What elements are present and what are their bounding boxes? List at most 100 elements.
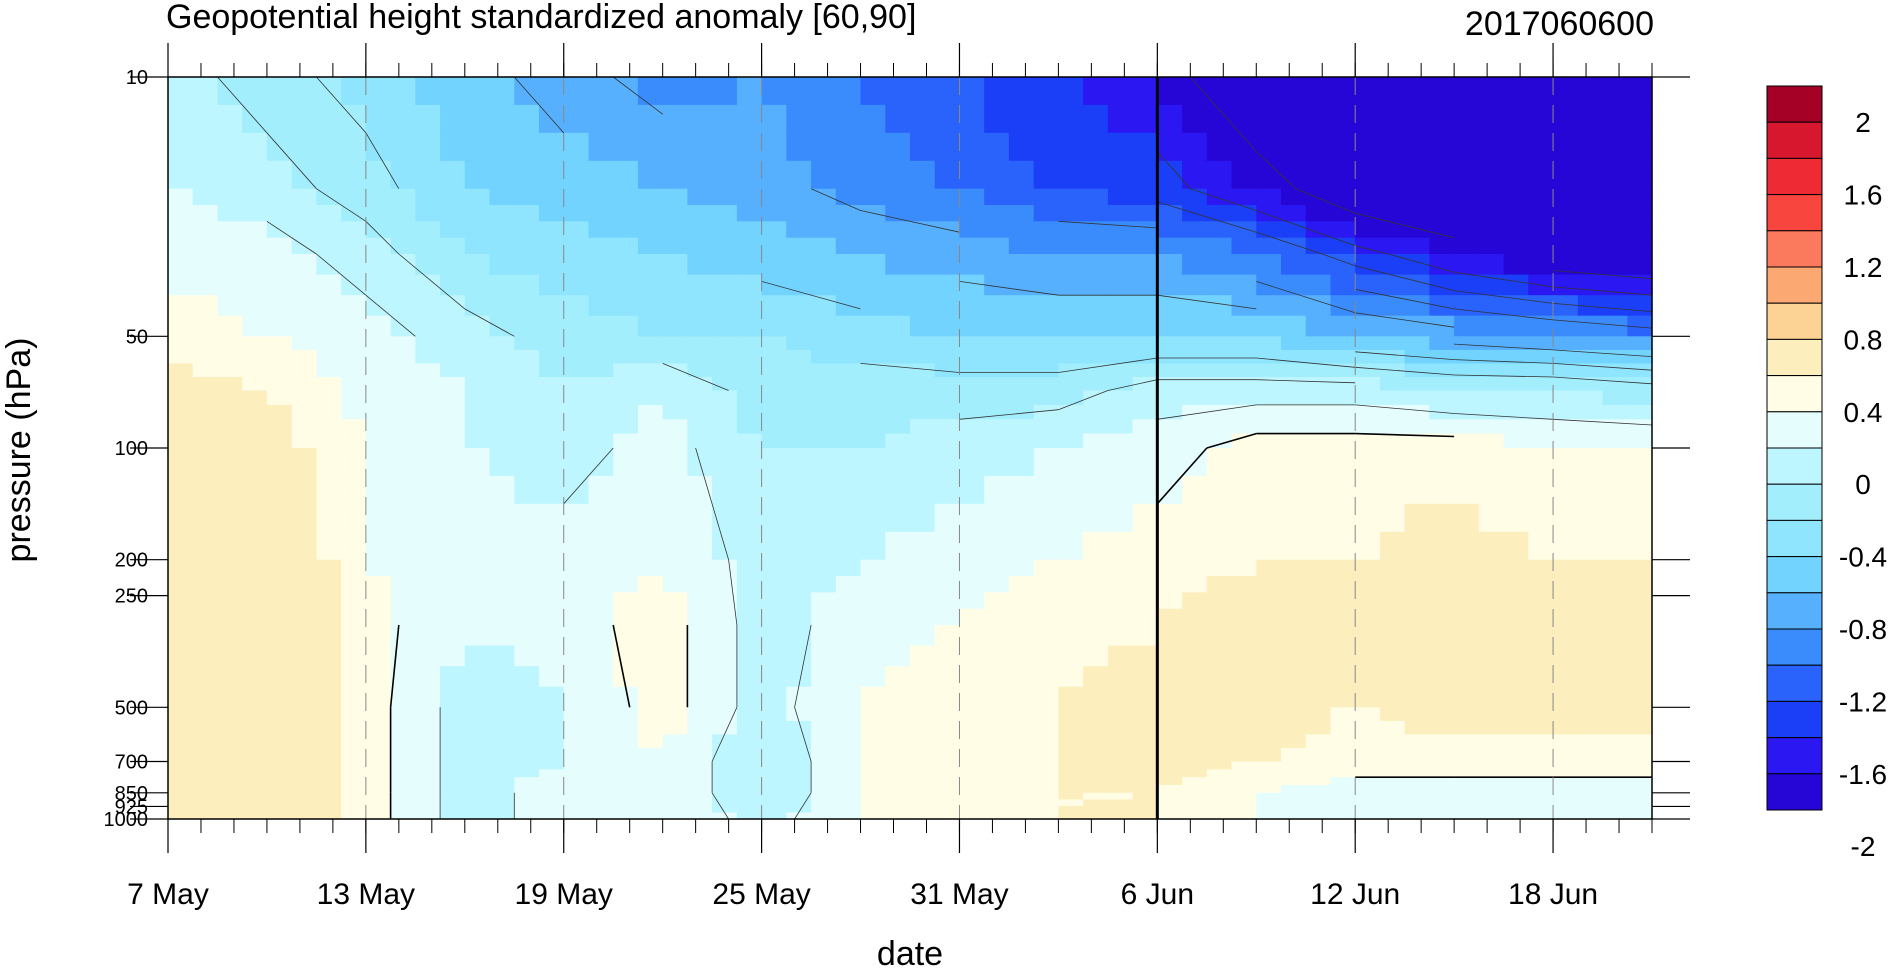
contour-cell <box>316 295 342 317</box>
y-tick-label: 250 <box>115 586 148 608</box>
contour-cell <box>266 777 293 786</box>
contour-cell <box>464 377 491 392</box>
contour-cell <box>464 221 491 239</box>
contour-cell <box>959 769 985 778</box>
contour-cell <box>786 769 812 778</box>
contour-cell <box>1305 531 1331 561</box>
contour-cell <box>984 792 1010 800</box>
contour-cell <box>1132 274 1158 296</box>
contour-cell <box>192 363 218 378</box>
contour-cell <box>934 531 960 561</box>
contour-cell <box>860 390 886 406</box>
contour-cell <box>1058 720 1084 736</box>
contour-cell <box>885 503 911 533</box>
contour-cell <box>637 363 664 378</box>
contour-cell <box>1206 205 1233 222</box>
contour-cell <box>1503 390 1529 406</box>
contour-cell <box>1231 448 1257 477</box>
contour-cell <box>489 274 515 296</box>
contour-cell <box>440 221 466 239</box>
contour-cell <box>1182 433 1208 449</box>
contour-cell <box>910 734 936 749</box>
contour-cell <box>1256 104 1282 134</box>
contour-cell <box>1132 686 1158 708</box>
contour-cell <box>1305 686 1331 708</box>
contour-cell <box>1083 419 1109 435</box>
contour-cell <box>637 625 664 647</box>
contour-cell <box>613 576 639 593</box>
contour-cell <box>1182 404 1208 420</box>
contour-cell <box>1231 390 1257 406</box>
contour-cell <box>1033 792 1059 800</box>
contour-cell <box>1231 645 1257 667</box>
contour-cell <box>341 792 367 800</box>
contour-cell <box>959 363 985 378</box>
contour-cell <box>910 531 936 561</box>
contour-cell <box>1182 295 1208 317</box>
contour-cell <box>1454 315 1480 337</box>
x-tick-label: 13 May <box>317 878 415 911</box>
contour-cell <box>687 645 713 667</box>
contour-cell <box>1305 805 1331 813</box>
contour-cell <box>514 645 540 667</box>
contour-cell <box>1429 274 1455 296</box>
contour-cell <box>1379 274 1406 296</box>
contour-cell <box>217 805 243 813</box>
contour-cell <box>1528 363 1554 378</box>
contour-cell <box>1330 625 1356 647</box>
contour-cell <box>563 799 589 807</box>
contour-line <box>1388 253 1455 273</box>
y-tick-label: 200 <box>115 550 148 572</box>
contour-cell <box>1577 160 1604 190</box>
contour-cell <box>712 608 738 626</box>
contour-cell <box>1206 748 1233 763</box>
contour-cell <box>563 625 589 647</box>
contour-cell <box>390 748 416 763</box>
contour-cell <box>1404 576 1430 593</box>
contour-cell <box>365 645 392 667</box>
contour-cell <box>1182 377 1208 392</box>
contour-cell <box>959 315 985 337</box>
contour-cell <box>1008 812 1035 820</box>
contour-cell <box>1281 777 1307 786</box>
contour-cell <box>539 559 565 577</box>
contour-cell <box>217 645 243 667</box>
contour-cell <box>1379 237 1406 255</box>
contour-cell <box>1107 205 1134 222</box>
contour-cell <box>1602 559 1628 577</box>
contour-cell <box>860 645 886 667</box>
contour-cell <box>984 363 1010 378</box>
contour-cell <box>934 666 960 688</box>
contour-cell <box>1503 686 1529 708</box>
contour-cell <box>341 576 367 593</box>
contour-cell <box>1182 531 1208 561</box>
contour-cell <box>1305 433 1331 449</box>
contour-cell <box>1033 748 1059 763</box>
contour-cell <box>613 336 639 351</box>
contour-cell <box>1429 336 1455 351</box>
contour-cell <box>736 315 763 337</box>
contour-cell <box>1083 559 1109 577</box>
contour-cell <box>761 295 787 317</box>
contour-cell <box>440 625 466 647</box>
contour-cell <box>736 205 763 222</box>
contour-cell <box>1454 769 1480 778</box>
colorbar-swatch <box>1766 592 1823 630</box>
contour-cell <box>1503 777 1529 786</box>
contour-cell <box>1182 132 1208 162</box>
contour-cell <box>242 734 268 749</box>
contour-cell <box>539 254 565 276</box>
contour-line <box>860 363 960 373</box>
contour-cell <box>1627 132 1653 162</box>
contour-cell <box>712 160 738 190</box>
contour-cell <box>1454 237 1480 255</box>
contour-cell <box>1033 720 1059 736</box>
contour-cell <box>440 254 466 276</box>
contour-line <box>1553 303 1653 312</box>
contour-cell <box>712 576 738 593</box>
contour-cell <box>1627 254 1653 276</box>
contour-cell <box>390 720 416 736</box>
contour-cell <box>1281 295 1307 317</box>
contour-cell <box>1033 274 1059 296</box>
contour-cell <box>316 475 342 505</box>
